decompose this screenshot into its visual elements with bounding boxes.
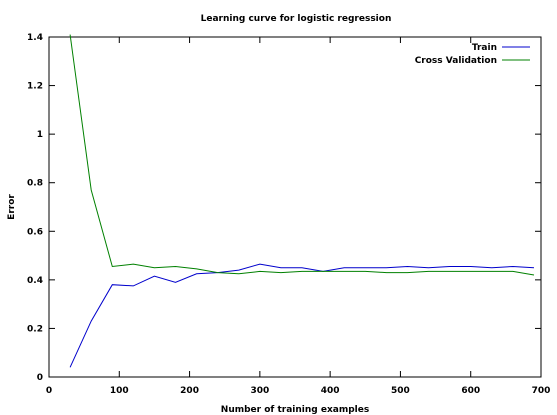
x-tick-label-200: 200: [180, 386, 199, 396]
x-axis-label: Number of training examples: [221, 405, 369, 415]
x-tick-label-0: 0: [46, 386, 52, 396]
x-tick-label-600: 600: [461, 386, 480, 396]
x-axis: 0 100 200 300 400 500 600 700: [46, 37, 551, 396]
y-tick-label-1: 1: [37, 130, 43, 140]
series-line-train: [69, 263, 535, 368]
y-tick-label-0.4: 0.4: [27, 276, 43, 286]
y-tick-label-0.6: 0.6: [27, 227, 43, 237]
x-tick-label-400: 400: [321, 386, 340, 396]
y-tick-label-0.8: 0.8: [27, 179, 43, 189]
y-tick-label-1.4: 1.4: [27, 33, 43, 43]
y-tick-label-0: 0: [37, 373, 43, 383]
series-lines: [69, 34, 535, 368]
legend: Train Cross Validation: [415, 43, 530, 66]
x-tick-label-100: 100: [110, 386, 129, 396]
legend-label-cross-validation: Cross Validation: [415, 56, 497, 66]
y-axis: 0 0.2 0.4 0.6 0.8 1 1.2 1.4: [27, 33, 541, 383]
x-tick-label-300: 300: [250, 386, 269, 396]
chart-title: Learning curve for logistic regression: [201, 14, 392, 24]
x-tick-label-700: 700: [532, 386, 551, 396]
y-axis-label: Error: [7, 194, 17, 220]
series-line-cross-validation: [69, 34, 535, 276]
x-tick-label-500: 500: [391, 386, 410, 396]
y-tick-label-1.2: 1.2: [27, 82, 43, 92]
legend-label-train: Train: [472, 43, 497, 53]
y-tick-label-0.2: 0.2: [27, 324, 43, 334]
plot-area-frame: [48, 36, 542, 378]
